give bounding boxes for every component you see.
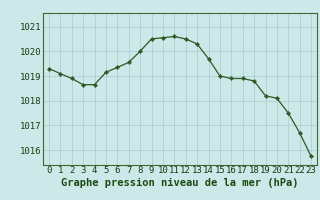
X-axis label: Graphe pression niveau de la mer (hPa): Graphe pression niveau de la mer (hPa) (61, 178, 299, 188)
